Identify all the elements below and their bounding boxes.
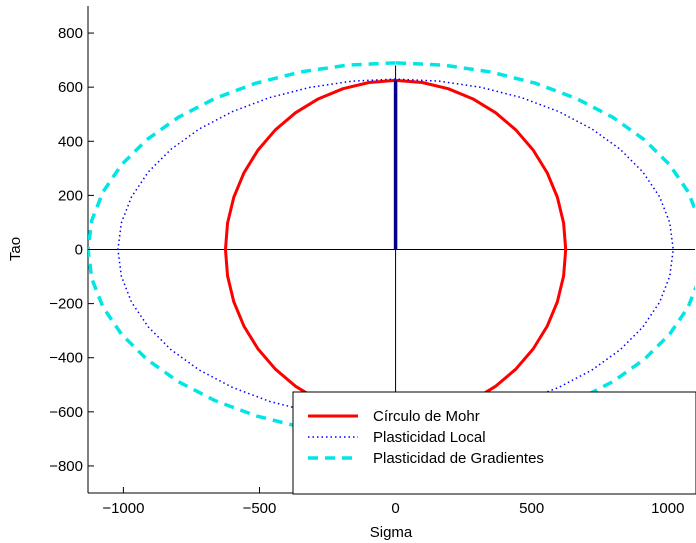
y-tick-label: 400	[58, 133, 83, 150]
y-tick-label: 800	[58, 25, 83, 42]
series-2-curve	[117, 78, 674, 421]
y-axis-ticks: −800 −600 −400 −200 0 200 400 600 800	[49, 25, 94, 475]
y-tick-label: −600	[49, 404, 83, 421]
y-tick-label: 200	[58, 187, 83, 204]
x-tick-label: −500	[243, 500, 277, 517]
y-tick-label: 0	[75, 242, 83, 259]
x-tick-label: 1000	[651, 500, 684, 517]
legend-label-2: Plasticidad Local	[373, 429, 486, 446]
y-axis-title: Tao	[7, 237, 24, 261]
x-axis-title: Sigma	[370, 524, 413, 541]
legend-label-3: Plasticidad de Gradientes	[373, 450, 544, 467]
x-tick-label: −1000	[102, 500, 144, 517]
legend-label-1: Círculo de Mohr	[373, 408, 480, 425]
y-tick-label: −400	[49, 350, 83, 367]
legend: Círculo de Mohr Plasticidad Local Plastici…	[292, 391, 696, 495]
y-tick-label: −200	[49, 296, 83, 313]
y-tick-label: −800	[49, 458, 83, 475]
y-tick-label: 600	[58, 79, 83, 96]
x-tick-label: 500	[519, 500, 544, 517]
legend-box	[292, 391, 696, 495]
x-tick-label: 0	[391, 500, 399, 517]
